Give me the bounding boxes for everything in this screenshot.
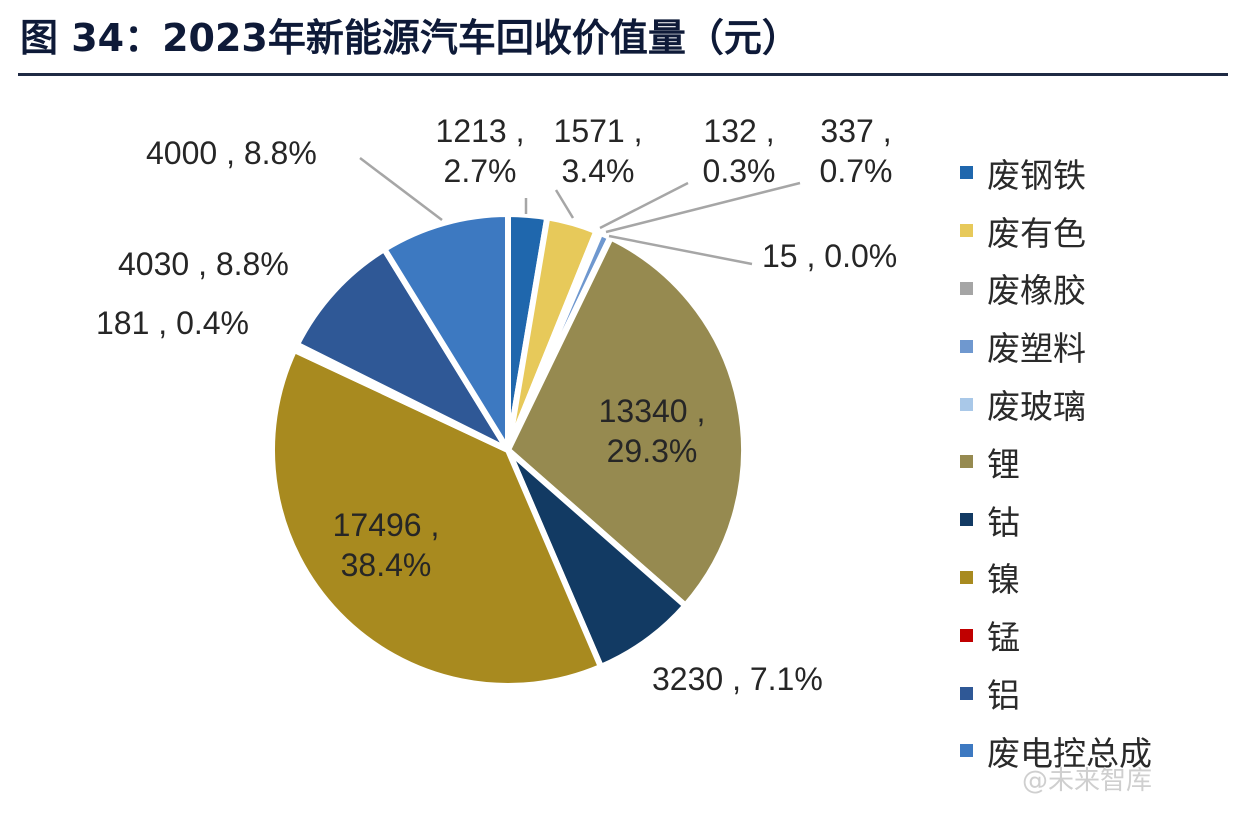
legend-label: 废有色: [987, 213, 1086, 253]
legend-label: 钴: [987, 502, 1020, 542]
legend-item-11: 废电控总成: [960, 722, 1152, 780]
legend-label: 废钢铁: [987, 155, 1086, 195]
legend-label: 铝: [987, 676, 1020, 716]
legend-label: 镍: [987, 560, 1020, 600]
legend-swatch: [960, 339, 973, 353]
legend-swatch: [960, 166, 973, 180]
pie-slice-10: [293, 246, 511, 453]
data-label-3-line-1: 132 ,: [703, 113, 774, 149]
leader-line-4: [605, 181, 801, 234]
data-label-6-line-2: 29.3%: [607, 433, 698, 469]
leader-line-11: [359, 157, 443, 221]
legend-swatch: [960, 513, 973, 527]
data-label-4-line-1: 337 ,: [820, 113, 891, 149]
data-label-1-line-2: 2.7%: [444, 153, 517, 189]
leader-line-5: [608, 234, 753, 266]
chart-legend: 废钢铁废有色废橡胶废塑料废玻璃锂钴镍锰铝废电控总成: [960, 144, 1152, 780]
legend-swatch: [960, 224, 973, 238]
legend-item-6: 锂: [960, 433, 1152, 491]
watermark-text: @未来智库: [1022, 766, 1153, 796]
pie-slice-11: [381, 211, 511, 453]
legend-item-5: 废玻璃: [960, 375, 1152, 433]
data-label-11: 4000 , 8.8%: [146, 135, 317, 171]
legend-label: 废橡胶: [987, 271, 1086, 311]
legend-item-8: 镍: [960, 549, 1152, 607]
data-label-8-line-2: 38.4%: [341, 547, 432, 583]
data-label-2-line-1: 1571 ,: [554, 113, 643, 149]
data-label-10: 4030 , 8.8%: [118, 246, 289, 282]
legend-item-4: 废塑料: [960, 317, 1152, 375]
data-label-2-line-2: 3.4%: [562, 153, 635, 189]
legend-item-1: 废钢铁: [960, 144, 1152, 202]
pie-slice-8: [269, 346, 604, 689]
data-label-1-line-1: 1213 ,: [436, 113, 525, 149]
legend-item-10: 铝: [960, 664, 1152, 722]
legend-swatch: [960, 455, 973, 469]
legend-swatch: [960, 397, 973, 411]
data-label-7: 3230 , 7.1%: [652, 661, 823, 697]
legend-label: 废电控总成: [987, 733, 1152, 773]
data-label-8-line-1: 17496 ,: [333, 507, 440, 543]
legend-swatch: [960, 744, 973, 758]
title-divider: [18, 73, 1228, 76]
legend-swatch: [960, 628, 973, 642]
figure-title: 图 34：2023年新能源汽车回收价值量（元）: [20, 16, 800, 60]
leader-line-3: [599, 181, 689, 230]
legend-label: 锰: [987, 618, 1020, 658]
legend-swatch: [960, 570, 973, 584]
legend-swatch: [960, 281, 973, 295]
data-label-9: 181 , 0.4%: [96, 305, 249, 341]
pie-slice-6: [505, 234, 747, 609]
legend-item-2: 废有色: [960, 202, 1152, 260]
legend-swatch: [960, 686, 973, 700]
data-label-5: 15 , 0.0%: [762, 238, 897, 274]
legend-item-3: 废橡胶: [960, 260, 1152, 318]
legend-label: 废玻璃: [987, 387, 1086, 427]
legend-item-9: 锰: [960, 606, 1152, 664]
leader-line-2: [554, 189, 575, 219]
pie-slices: [269, 211, 747, 689]
data-label-4-line-2: 0.7%: [820, 153, 893, 189]
data-label-3-line-2: 0.3%: [703, 153, 776, 189]
legend-label: 废塑料: [987, 329, 1086, 369]
legend-label: 锂: [987, 444, 1020, 484]
data-label-6-line-1: 13340 ,: [599, 393, 706, 429]
legend-item-7: 钴: [960, 491, 1152, 549]
